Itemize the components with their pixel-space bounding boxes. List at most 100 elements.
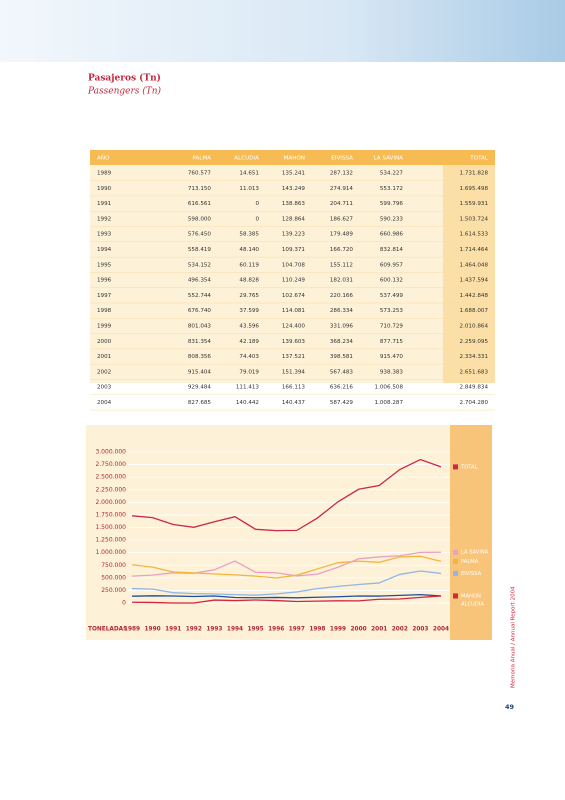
- table-header: PALMA: [192, 156, 211, 162]
- table-cell: 138.863: [282, 201, 306, 207]
- table-cell: 676.740: [188, 308, 212, 314]
- table-header-bg: [90, 150, 495, 165]
- table-cell: 616.561: [188, 201, 212, 207]
- table-cell: 1.008.287: [375, 400, 404, 406]
- table-cell: 1.688.007: [460, 308, 489, 314]
- table-cell: 124.400: [282, 324, 306, 330]
- table-cell: 220.166: [330, 293, 354, 299]
- table-cell: 1.714.464: [460, 247, 489, 253]
- table-total-col: [443, 150, 495, 383]
- y-tick-label: 3.000.000: [95, 449, 126, 456]
- x-tick-label: 1993: [206, 627, 222, 633]
- table-cell: 567.483: [330, 369, 354, 375]
- table-cell: 587.429: [330, 400, 354, 406]
- table-cell: 558.419: [188, 247, 212, 253]
- table-cell: 102.674: [282, 293, 306, 299]
- x-tick-label: 2001: [371, 627, 387, 633]
- y-tick-label: 2.000.000: [95, 499, 126, 506]
- legend-swatch: [453, 593, 458, 599]
- table-cell: 1.442.848: [460, 293, 489, 299]
- table-cell: 74.403: [239, 354, 259, 360]
- series-line: [131, 458, 442, 532]
- y-tick-label: 2.500.000: [95, 474, 126, 481]
- legend-label: PALMA: [461, 559, 479, 565]
- table-cell: 286.334: [330, 308, 354, 314]
- table-cell: 155.112: [330, 262, 353, 268]
- y-tick-label: 1.000.000: [95, 549, 126, 556]
- y-tick-label: 750.000: [101, 562, 126, 569]
- table-cell: 929.484: [188, 385, 212, 391]
- y-tick-label: 1.250.000: [95, 537, 126, 544]
- table-cell: 1.464.048: [460, 262, 489, 268]
- table-cell: 801.043: [188, 324, 212, 330]
- table-cell: 60.119: [239, 262, 259, 268]
- table-cell: 877.715: [380, 339, 404, 345]
- table-cell: 143.249: [282, 186, 306, 192]
- table-cell: 760.577: [188, 171, 212, 177]
- legend-swatch: [453, 549, 458, 555]
- series-line: [131, 555, 442, 579]
- table-cell: 111.413: [236, 385, 260, 391]
- table-cell: 29.765: [239, 293, 259, 299]
- table-header: LA SAVINA: [374, 156, 404, 162]
- y-tick-label: 0: [122, 600, 126, 607]
- x-tick-label: 1995: [248, 627, 264, 633]
- table-cell: 137.521: [282, 354, 306, 360]
- page-subtitle: Passengers (Tn): [87, 86, 162, 97]
- table-cell: 151.394: [282, 369, 306, 375]
- table-cell: 2.010.864: [460, 324, 489, 330]
- chart-bg: [86, 425, 450, 640]
- legend-swatch: [453, 570, 458, 576]
- table-header: MAHON: [284, 156, 305, 162]
- table-cell: 713.150: [188, 186, 212, 192]
- table-cell: 37.599: [239, 308, 259, 314]
- page-number: 49: [505, 703, 515, 711]
- table-cell: 1993: [97, 232, 112, 238]
- table-cell: 609.957: [380, 262, 404, 268]
- x-axis-label: TONELADAS: [88, 627, 127, 633]
- table-cell: 1.614.533: [460, 232, 489, 238]
- x-tick-label: 2000: [351, 627, 367, 633]
- table-cell: 537.499: [380, 293, 404, 299]
- table-bg: [90, 150, 495, 383]
- table-cell: 827.685: [188, 400, 212, 406]
- table-header: ALCUDIA: [234, 156, 259, 162]
- table-cell: 186.627: [330, 216, 354, 222]
- table-cell: 79.019: [239, 369, 259, 375]
- table-cell: 1989: [97, 171, 112, 177]
- table-header: TOTAL: [469, 156, 489, 162]
- table-cell: 2.849.834: [460, 385, 489, 391]
- table-cell: 110.249: [282, 278, 306, 284]
- table-header: EIVISSA: [331, 156, 353, 162]
- table-cell: 553.172: [380, 186, 403, 192]
- table-cell: 139.223: [282, 232, 306, 238]
- side-text: Memoria Anual / Annual Report 2004: [511, 586, 517, 688]
- table-cell: 1999: [97, 324, 112, 330]
- y-tick-label: 500.000: [101, 574, 126, 581]
- table-cell: 109.371: [282, 247, 306, 253]
- table-cell: 710.729: [380, 324, 404, 330]
- page-title: Pasajeros (Tn): [88, 73, 161, 84]
- table-cell: 139.603: [282, 339, 306, 345]
- table-cell: 496.354: [188, 278, 212, 284]
- y-tick-label: 2.250.000: [95, 486, 126, 493]
- table-cell: 42.189: [239, 339, 259, 345]
- table-cell: 832.814: [380, 247, 404, 253]
- table-cell: 0: [255, 201, 259, 207]
- table-cell: 2.704.280: [460, 400, 489, 406]
- table-cell: 182.031: [330, 278, 354, 284]
- legend-label: EIVISSA: [461, 571, 482, 577]
- table-cell: 58.385: [239, 232, 259, 238]
- y-tick-label: 250.000: [101, 587, 126, 594]
- table-cell: 534.227: [380, 171, 404, 177]
- series-line: [131, 595, 442, 604]
- table-cell: 1991: [97, 201, 112, 207]
- table-cell: 1996: [97, 278, 112, 284]
- y-tick-label: 2.750.000: [95, 461, 126, 468]
- legend-label: TOTAL: [460, 464, 478, 470]
- table-cell: 915.470: [380, 354, 404, 360]
- table-cell: 636.216: [330, 385, 354, 391]
- x-tick-label: 1992: [186, 627, 202, 633]
- table-cell: 1.695.498: [460, 186, 489, 192]
